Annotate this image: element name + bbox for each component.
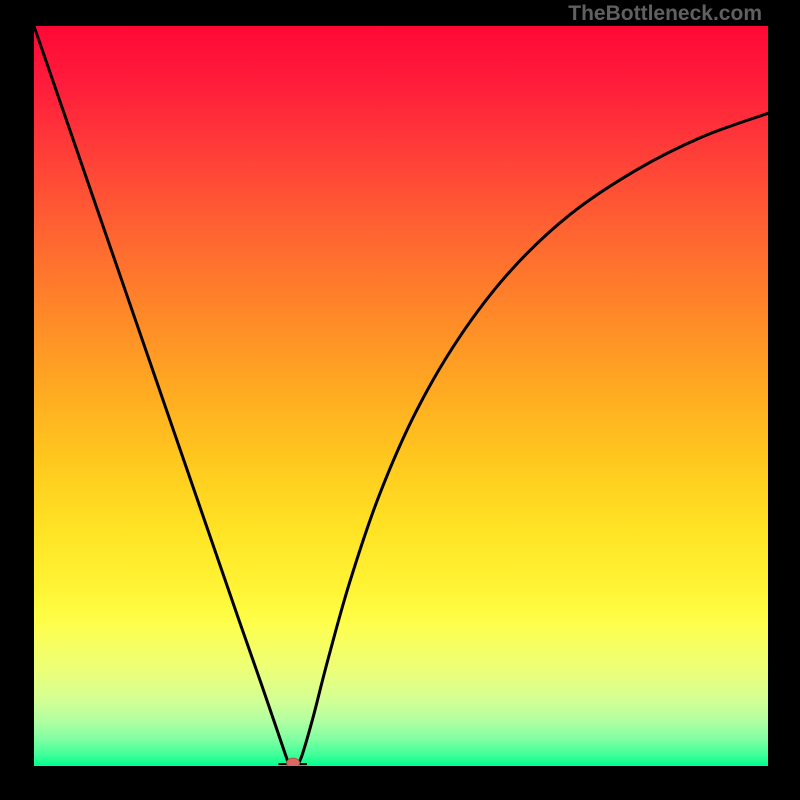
chart-svg [0,0,800,800]
chart-container: TheBottleneck.com [0,0,800,800]
plot-area [34,26,768,766]
